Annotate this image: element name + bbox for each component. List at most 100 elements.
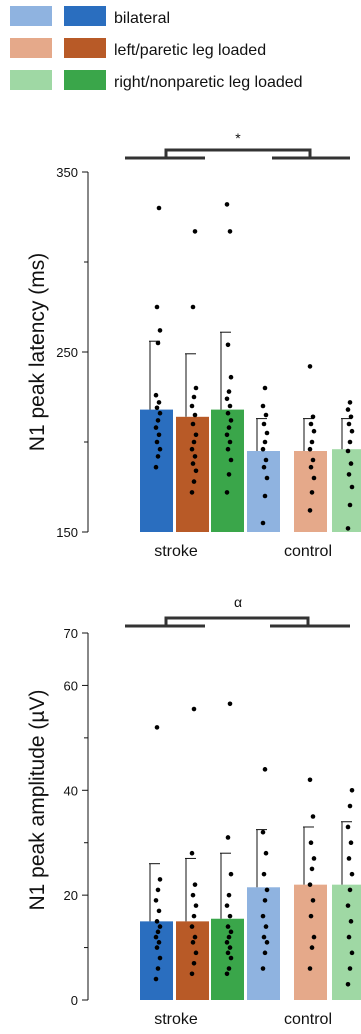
data-point [348, 840, 354, 846]
data-point [228, 374, 234, 380]
data-point [191, 706, 197, 712]
latency-chart: N1 peak latency (ms) * 150 250 350 stroke co… [26, 130, 361, 560]
data-point [262, 493, 268, 499]
data-point [224, 396, 230, 402]
data-point [228, 418, 234, 423]
legend-label-left: left/paretic leg loaded [114, 42, 266, 59]
data-point [191, 439, 197, 445]
data-point [190, 940, 196, 945]
data-point [309, 490, 315, 495]
data-point [308, 913, 314, 919]
data-point [227, 945, 233, 950]
data-point [260, 966, 266, 971]
data-point [311, 856, 317, 861]
legend-label-right: right/nonparetic leg loaded [114, 74, 303, 91]
data-point [224, 432, 230, 438]
data-point [153, 934, 159, 940]
data-point [190, 461, 196, 466]
data-point [227, 403, 233, 409]
data-point [224, 940, 230, 945]
data-point [228, 457, 234, 463]
data-point [193, 385, 199, 391]
amplitude-chart: N1 peak amplitude (µV) α 0 20 40 60 70 stroke… [26, 594, 361, 1028]
data-point [226, 892, 232, 898]
y-tick-label: 20 [64, 888, 78, 903]
amplitude-significance: α [234, 594, 242, 610]
data-point [157, 328, 163, 333]
data-point [189, 446, 195, 452]
data-point [228, 955, 234, 961]
data-point [153, 425, 159, 430]
data-point [191, 913, 197, 919]
data-point [224, 202, 230, 207]
data-point [345, 407, 351, 412]
data-point [154, 919, 160, 924]
data-point [262, 950, 268, 956]
data-point [347, 803, 353, 809]
data-point [227, 913, 233, 919]
data-point [156, 908, 162, 914]
bar-control-2 [332, 449, 361, 532]
legend-swatch-right-light [10, 70, 52, 90]
data-point [225, 924, 231, 929]
data-point [311, 428, 317, 434]
category-label-control: control [284, 1011, 332, 1028]
data-point [191, 394, 197, 400]
category-label-control: control [284, 543, 332, 560]
data-point [189, 490, 195, 495]
data-point [190, 892, 196, 898]
data-point [156, 205, 162, 211]
data-point [193, 903, 199, 908]
bar-control-2 [332, 884, 361, 1000]
y-tick-label: 70 [64, 626, 78, 641]
data-point [155, 340, 161, 346]
legend-swatch-left-light [10, 38, 52, 58]
data-point [349, 484, 355, 490]
data-point [308, 421, 314, 427]
y-tick-label: 250 [56, 345, 78, 360]
y-tick-label: 60 [64, 678, 78, 693]
data-point [345, 526, 351, 531]
data-point [263, 457, 269, 463]
data-point [155, 454, 161, 459]
data-point [155, 929, 161, 935]
data-point [190, 421, 196, 427]
data-point [307, 966, 313, 971]
data-point [192, 882, 198, 887]
data-point [261, 464, 267, 470]
category-label-stroke: stroke [154, 543, 198, 560]
data-point [226, 472, 232, 477]
data-point [349, 950, 355, 956]
bar-stroke-2 [211, 409, 244, 532]
data-point [156, 940, 162, 945]
data-point [262, 385, 268, 391]
bar-stroke-0 [140, 921, 173, 1000]
data-point [311, 475, 317, 481]
data-point [157, 410, 163, 416]
bar-stroke-1 [176, 921, 209, 1000]
data-point [349, 787, 355, 793]
data-point [225, 342, 231, 348]
latency-significance: * [235, 130, 241, 146]
data-point [261, 934, 267, 940]
data-point [154, 405, 160, 411]
data-point [264, 430, 270, 436]
data-point [307, 508, 313, 513]
bar-control-0 [247, 887, 280, 1000]
category-label-stroke: stroke [154, 1011, 198, 1028]
data-point [157, 955, 163, 961]
data-point [347, 887, 353, 893]
data-point [307, 446, 313, 452]
data-point [191, 479, 197, 484]
data-point [155, 418, 161, 423]
data-point [347, 502, 353, 508]
sig-bracket-top [164, 148, 312, 158]
data-point [309, 866, 315, 872]
data-point [193, 468, 199, 474]
data-point [225, 410, 231, 416]
data-point [156, 400, 162, 405]
data-point [224, 971, 230, 977]
data-point [226, 425, 232, 430]
latency-ylabel: N1 peak latency (ms) [26, 253, 49, 451]
data-point [263, 924, 269, 929]
